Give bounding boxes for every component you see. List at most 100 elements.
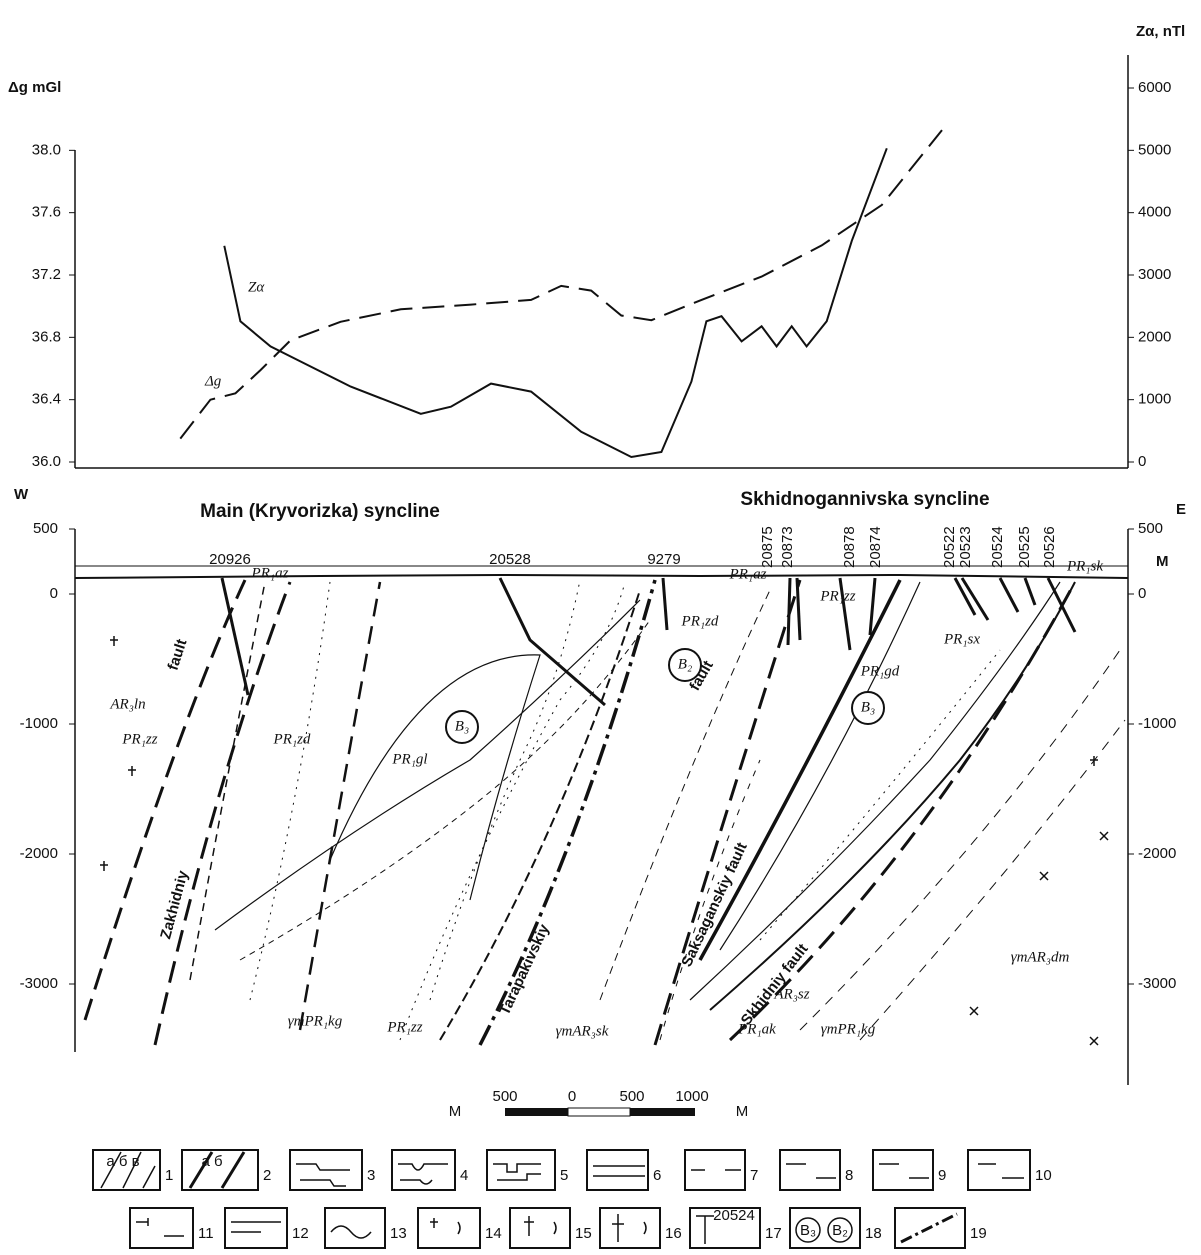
- legend-box: [487, 1150, 555, 1190]
- legend-number: 7: [750, 1167, 758, 1184]
- y-tick-label: 38.0: [32, 141, 61, 158]
- scale-label: 1000: [675, 1088, 708, 1105]
- y-axis-label: Δg mGl: [8, 79, 61, 96]
- west-label: W: [14, 486, 29, 503]
- dotted-contact: [400, 582, 625, 1040]
- depth-tick-label: -2000: [20, 845, 58, 862]
- strata-label: B₃: [455, 718, 469, 734]
- borehole-label: 20878: [841, 526, 858, 568]
- strata-label: γmPR₁kg: [288, 1013, 343, 1029]
- legend-inner: B₂: [832, 1222, 848, 1239]
- strata-label: PR₁ak: [737, 1021, 776, 1037]
- depth-tick-label: -2000: [1138, 845, 1176, 862]
- strata-label: PR₁zz: [121, 731, 157, 747]
- y2-tick-label: 4000: [1138, 204, 1171, 221]
- borehole-label: 20926: [209, 551, 251, 568]
- fault-label: fault: [165, 637, 191, 672]
- borehole-label: 9279: [647, 551, 680, 568]
- legend-number: 12: [292, 1225, 309, 1242]
- section-title: Skhidnogannivska syncline: [740, 489, 989, 510]
- depth-tick-label: -1000: [1138, 715, 1176, 732]
- legend-number: 1: [165, 1167, 173, 1184]
- borehole-label: 20874: [867, 526, 884, 568]
- y2-tick-label: 2000: [1138, 328, 1171, 345]
- y-tick-label: 36.0: [32, 453, 61, 470]
- contact-line: [710, 582, 1075, 1010]
- strata-label: PR₁sx: [943, 631, 980, 647]
- scale-segment: [568, 1108, 630, 1116]
- strata-label: PR₁zz: [386, 1019, 422, 1035]
- depth-tick-label: -3000: [20, 975, 58, 992]
- contact-line: [860, 720, 1125, 1040]
- strata-label: PR₁zz: [819, 588, 855, 604]
- scale-segment: [630, 1108, 695, 1116]
- section-title: Main (Kryvorizka) syncline: [200, 501, 440, 522]
- borehole: [663, 578, 667, 630]
- borehole: [500, 578, 605, 705]
- legend-number: 14: [485, 1225, 502, 1242]
- legend-number: 17: [765, 1225, 782, 1242]
- depth-tick-label: 500: [33, 520, 58, 537]
- legend-number: 19: [970, 1225, 987, 1242]
- legend-inner: B₃: [800, 1222, 816, 1239]
- borehole-label: 20525: [1016, 526, 1033, 568]
- depth-tick-label: -1000: [20, 715, 58, 732]
- fault-line: [85, 580, 245, 1020]
- strata-label: PR₁zd: [681, 613, 719, 629]
- legend-number: 4: [460, 1167, 468, 1184]
- borehole: [870, 578, 875, 635]
- strata-label: γmPR₁kg: [821, 1021, 876, 1037]
- borehole-label: 20524: [989, 526, 1006, 568]
- borehole-label: 20873: [779, 526, 796, 568]
- legend-box: [130, 1208, 193, 1248]
- legend-box: [600, 1208, 660, 1248]
- legend-number: 15: [575, 1225, 592, 1242]
- y2-tick-label: 5000: [1138, 141, 1171, 158]
- legend-number: 13: [390, 1225, 407, 1242]
- y2-axis-label: Zα, nTl: [1136, 23, 1185, 40]
- legend-inner: 20524: [713, 1207, 755, 1224]
- legend-box: [780, 1150, 840, 1190]
- strata-label: γmAR₃sk: [556, 1023, 609, 1039]
- dotted-contact: [250, 582, 330, 1000]
- contact-line: [800, 650, 1120, 1030]
- fault-line: [300, 582, 380, 1030]
- curve-label: Δg: [204, 373, 222, 389]
- legend-number: 11: [198, 1225, 214, 1242]
- scale-label: 500: [492, 1088, 517, 1105]
- y-tick-label: 37.2: [32, 266, 61, 283]
- scale-label: M: [736, 1103, 749, 1120]
- profile-curve: [224, 148, 887, 457]
- y-tick-label: 36.8: [32, 328, 61, 345]
- legend-number: 9: [938, 1167, 946, 1184]
- depth-tick-label: 0: [50, 585, 58, 602]
- depth-tick-label: 500: [1138, 520, 1163, 537]
- scale-segment: [505, 1108, 568, 1116]
- strata-label: PR₁zd: [273, 731, 311, 747]
- legend-number: 2: [263, 1167, 271, 1184]
- body: Δg mGl Zα, nTl W E M Main (Kryvorizka) s…: [0, 0, 1201, 1255]
- scale-label: 500: [619, 1088, 644, 1105]
- strata-label: AR₃ln: [109, 696, 145, 712]
- legend-box: [968, 1150, 1030, 1190]
- profile-curve: [180, 130, 942, 439]
- depth-tick-label: 0: [1138, 585, 1146, 602]
- borehole-label: 20522: [941, 526, 958, 568]
- borehole-label: 20528: [489, 551, 531, 568]
- strata-label: B₂: [678, 656, 692, 672]
- dotted-contact: [430, 580, 580, 1000]
- y2-tick-label: 1000: [1138, 391, 1171, 408]
- legend-box: [225, 1208, 287, 1248]
- strata-label: PR₁az: [251, 565, 289, 581]
- y2-tick-label: 0: [1138, 453, 1146, 470]
- legend-number: 18: [865, 1225, 882, 1242]
- curve-label: Zα: [248, 279, 265, 295]
- fault-label: Zakhidniy: [157, 868, 192, 941]
- fault-label: Tarapakivskiy: [496, 921, 553, 1018]
- depth-unit: M: [1156, 553, 1169, 570]
- fold-line: [330, 655, 540, 900]
- east-label: E: [1176, 501, 1186, 518]
- page: Geological section { "profile": { "y_lab…: [0, 0, 1201, 1255]
- strata-label: γmAR₃dm: [1011, 949, 1070, 965]
- borehole: [788, 578, 790, 645]
